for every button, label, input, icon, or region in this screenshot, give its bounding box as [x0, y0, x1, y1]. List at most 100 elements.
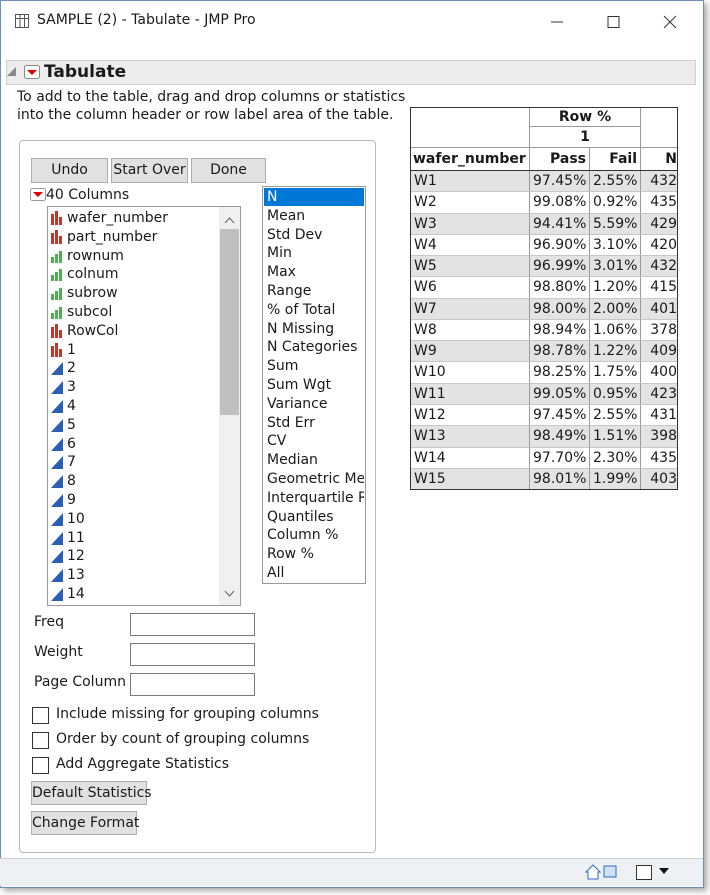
row-label: W5: [411, 256, 530, 278]
statistic-item[interactable]: Std Dev: [267, 226, 323, 243]
table-cell: 1.22%: [590, 341, 641, 363]
columns-menu-icon[interactable]: [30, 188, 46, 202]
status-icons[interactable]: [584, 862, 676, 882]
outline-icons[interactable]: [6, 64, 42, 82]
column-item[interactable]: subrow: [67, 285, 118, 302]
statistic-item[interactable]: Std Err: [267, 414, 315, 431]
column-item[interactable]: 14: [67, 586, 85, 602]
column-item[interactable]: 2: [67, 360, 76, 377]
column-item[interactable]: 3: [67, 379, 76, 396]
table-cell: 378: [641, 319, 677, 342]
header-row-bg: [411, 147, 677, 171]
column-item[interactable]: RowCol: [67, 322, 119, 339]
column-item[interactable]: 11: [67, 529, 85, 546]
table-cell: 2.55%: [590, 171, 641, 193]
table-cell: 432: [641, 171, 677, 193]
statistic-item[interactable]: Variance: [267, 395, 328, 412]
column-item[interactable]: 6: [67, 435, 76, 452]
column-item[interactable]: colnum: [67, 266, 119, 283]
column-item[interactable]: 5: [67, 416, 76, 433]
table-cell: 5.59%: [590, 213, 641, 235]
role-label: Weight: [34, 644, 83, 660]
row-label: W1: [411, 171, 530, 193]
column-header: N: [641, 148, 677, 170]
statistic-item[interactable]: All: [267, 565, 285, 581]
column-item[interactable]: 8: [67, 473, 76, 490]
table-cell: 435: [641, 447, 677, 469]
column-item[interactable]: 1: [67, 341, 76, 358]
table-cell: 431: [641, 404, 677, 427]
scroll-arrows[interactable]: [220, 211, 239, 601]
statistic-item[interactable]: Sum Wgt: [267, 377, 332, 393]
button[interactable]: Default Statistics: [31, 781, 152, 805]
statistic-item[interactable]: Interquartile Ra: [267, 489, 364, 506]
table-cell: 1.20%: [590, 277, 641, 299]
instruction: into the column header or row label area…: [17, 107, 394, 123]
checkbox[interactable]: [32, 732, 49, 749]
column-item[interactable]: rownum: [67, 247, 124, 264]
table-cell: 423: [641, 383, 677, 405]
statistic-item[interactable]: Quantiles: [267, 508, 334, 525]
checkbox[interactable]: [32, 757, 49, 774]
column-header: wafer_number: [411, 148, 530, 170]
column-item[interactable]: 12: [67, 548, 85, 565]
row-label: W8: [411, 319, 530, 342]
table-cell: 97.45%: [530, 171, 590, 193]
role-input[interactable]: [130, 643, 255, 666]
column-type-icon: [51, 323, 63, 338]
window-controls[interactable]: [541, 9, 691, 35]
table-cell: 420: [641, 234, 677, 257]
statistic-item[interactable]: N Categories: [267, 339, 358, 356]
statistic-item[interactable]: Mean: [267, 207, 306, 224]
button[interactable]: Start Over: [111, 158, 188, 183]
row-label: W2: [411, 192, 530, 214]
row-label: W9: [411, 341, 530, 363]
title-bar: SAMPLE (2) - Tabulate - JMP Pro: [1, 1, 703, 42]
column-item[interactable]: 4: [67, 398, 76, 414]
row-label: W11: [411, 383, 530, 405]
statistic-item[interactable]: Range: [267, 283, 312, 299]
column-item[interactable]: wafer_number: [67, 210, 168, 226]
statistic-item[interactable]: % of Total: [267, 301, 336, 318]
role-input[interactable]: [130, 673, 255, 696]
statistic-item[interactable]: Min: [267, 245, 292, 262]
column-item[interactable]: part_number: [67, 228, 158, 245]
checkbox[interactable]: [32, 707, 49, 724]
row-label: W7: [411, 298, 530, 320]
column-item[interactable]: 10: [67, 510, 85, 527]
column-item[interactable]: 7: [67, 454, 76, 471]
column-item[interactable]: subcol: [67, 304, 113, 320]
table-cell: 435: [641, 192, 677, 214]
result-table: Row % 1 wafer_number Pass Fail N W1 97.45% 2.55%…: [410, 107, 678, 490]
column-type-icon: [51, 493, 63, 507]
table-cell: 415: [641, 277, 677, 299]
button[interactable]: Undo: [31, 158, 108, 183]
scrollbar-thumb[interactable]: [220, 229, 239, 415]
statistic-item[interactable]: N Missing: [267, 320, 335, 337]
group-header: Row %: [530, 108, 641, 127]
table-cell: 98.49%: [530, 426, 590, 448]
app-icon: [15, 14, 29, 28]
column-item[interactable]: 13: [67, 567, 85, 584]
statistic-item[interactable]: Median: [267, 452, 318, 469]
statistic-item[interactable]: Row %: [267, 546, 314, 563]
button[interactable]: Change Format: [31, 811, 139, 835]
statistic-item[interactable]: Column %: [267, 527, 339, 544]
statistics-list[interactable]: N Mean Std Dev Min Max Range % of Total N Missi…: [262, 186, 366, 584]
statistic-item[interactable]: Geometric Mea: [267, 471, 364, 487]
statistic-item[interactable]: Max: [267, 264, 296, 281]
statistic-item[interactable]: N: [264, 188, 364, 206]
checkbox-label: Order by count of grouping columns: [56, 731, 310, 747]
table-cell: 409: [641, 341, 677, 363]
statistic-item[interactable]: Sum: [267, 358, 299, 375]
button[interactable]: Done: [191, 158, 266, 183]
column-item[interactable]: 9: [67, 492, 76, 508]
table-cell: 0.95%: [590, 383, 641, 405]
statistic-item[interactable]: CV: [267, 433, 287, 450]
column-type-icon: [51, 361, 63, 376]
table-cell: 3.10%: [590, 234, 641, 257]
table-cell: 0.92%: [590, 192, 641, 214]
role-input[interactable]: [130, 613, 255, 636]
